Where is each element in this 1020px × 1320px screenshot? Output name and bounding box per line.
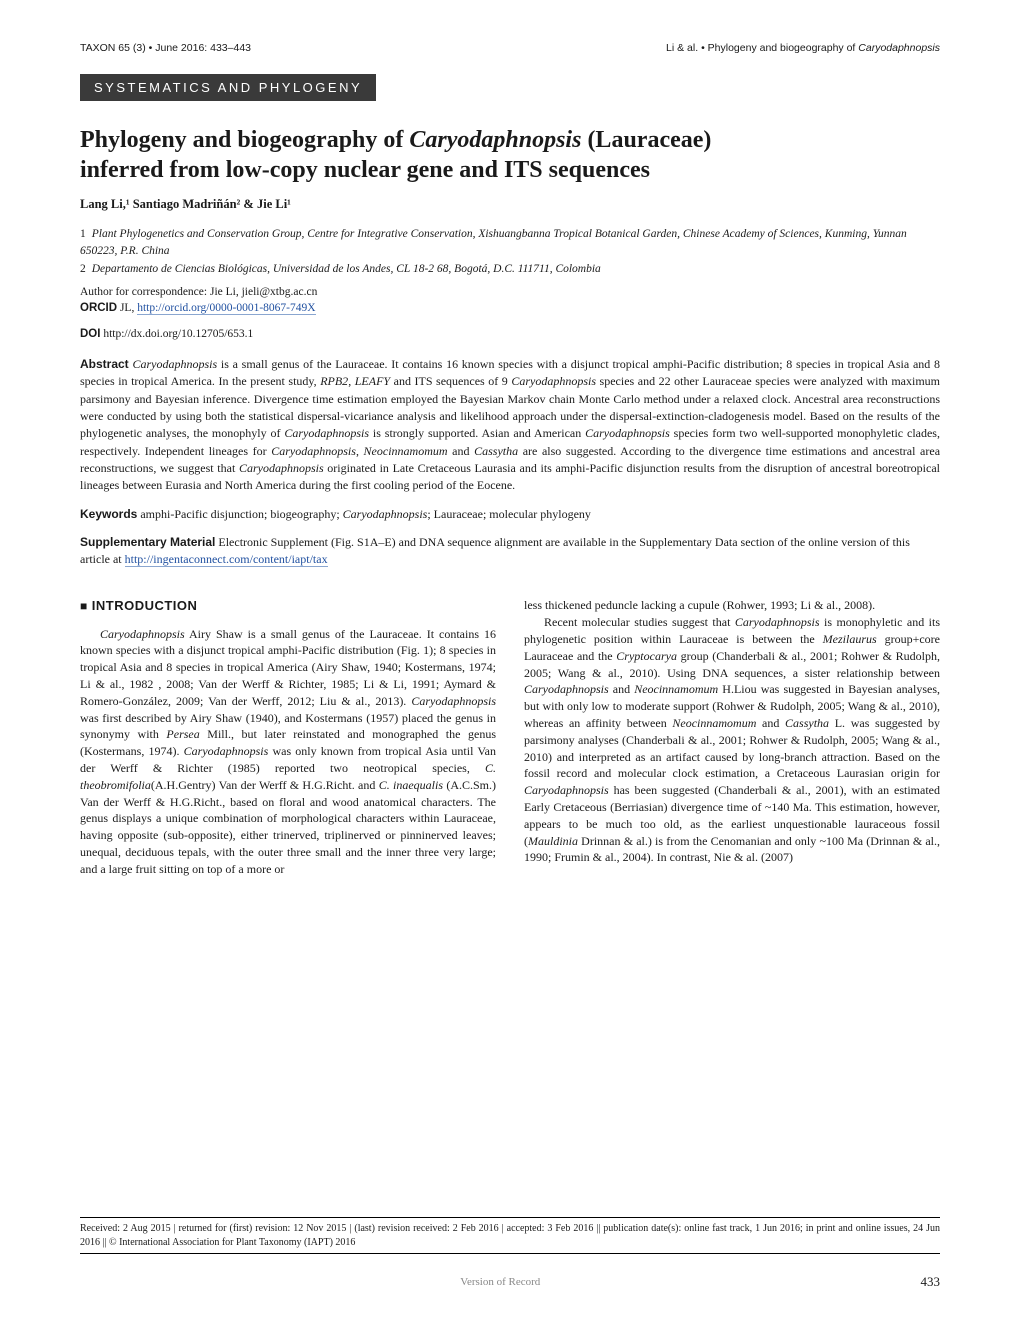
supplementary-material: Supplementary Material Electronic Supple… [80,534,940,568]
column-right: less thickened peduncle lacking a cupule… [524,597,940,877]
abstract-text: Caryodaphnopsis is a small genus of the … [80,357,940,493]
affiliation-1: 1Plant Phylogenetics and Conservation Gr… [80,226,940,261]
affiliations: 1Plant Phylogenetics and Conservation Gr… [80,226,940,278]
running-header: TAXON 65 (3) • June 2016: 433–443 Li & a… [80,42,940,54]
col2-text: less thickened peduncle lacking a cupule… [524,597,940,866]
footer-text: Received: 2 Aug 2015 | returned for (fir… [80,1218,940,1253]
orcid-link[interactable]: http://orcid.org/0000-0001-8067-749X [137,302,315,315]
introduction-heading: ■INTRODUCTION [80,597,496,615]
section-banner: SYSTEMATICS AND PHYLOGENY [80,74,376,101]
footer-rule-bottom [80,1253,940,1254]
affiliation-2: 2Departamento de Ciencias Biológicas, Un… [80,261,940,278]
abstract: Abstract Caryodaphnopsis is a small genu… [80,356,940,495]
keywords-text: amphi-Pacific disjunction; biogeography;… [140,507,591,521]
authors: Lang Li,¹ Santiago Madriñán² & Jie Li¹ [80,197,940,212]
header-right: Li & al. • Phylogeny and biogeography of… [666,42,940,54]
body-columns: ■INTRODUCTION Caryodaphnopsis Airy Shaw … [80,597,940,877]
header-left: TAXON 65 (3) • June 2016: 433–443 [80,42,251,54]
version-of-record: Version of Record [460,1276,540,1288]
doi-line: DOI http://dx.doi.org/10.12705/653.1 [80,328,940,340]
version-row: Version of Record 433 [80,1274,940,1290]
article-title: Phylogeny and biogeography of Caryodaphn… [80,125,940,185]
col1-text: Caryodaphnopsis Airy Shaw is a small gen… [80,626,496,878]
suppmat-link[interactable]: http://ingentaconnect.com/content/iapt/t… [125,552,328,567]
column-left: ■INTRODUCTION Caryodaphnopsis Airy Shaw … [80,597,496,877]
page-footer: Received: 2 Aug 2015 | returned for (fir… [80,1217,940,1290]
square-bullet-icon: ■ [80,599,88,613]
orcid-line: ORCID JL, http://orcid.org/0000-0001-806… [80,302,940,314]
page-number: 433 [920,1274,940,1290]
correspondence: Author for correspondence: Jie Li, jieli… [80,286,940,298]
keywords: Keywords amphi-Pacific disjunction; biog… [80,507,940,522]
